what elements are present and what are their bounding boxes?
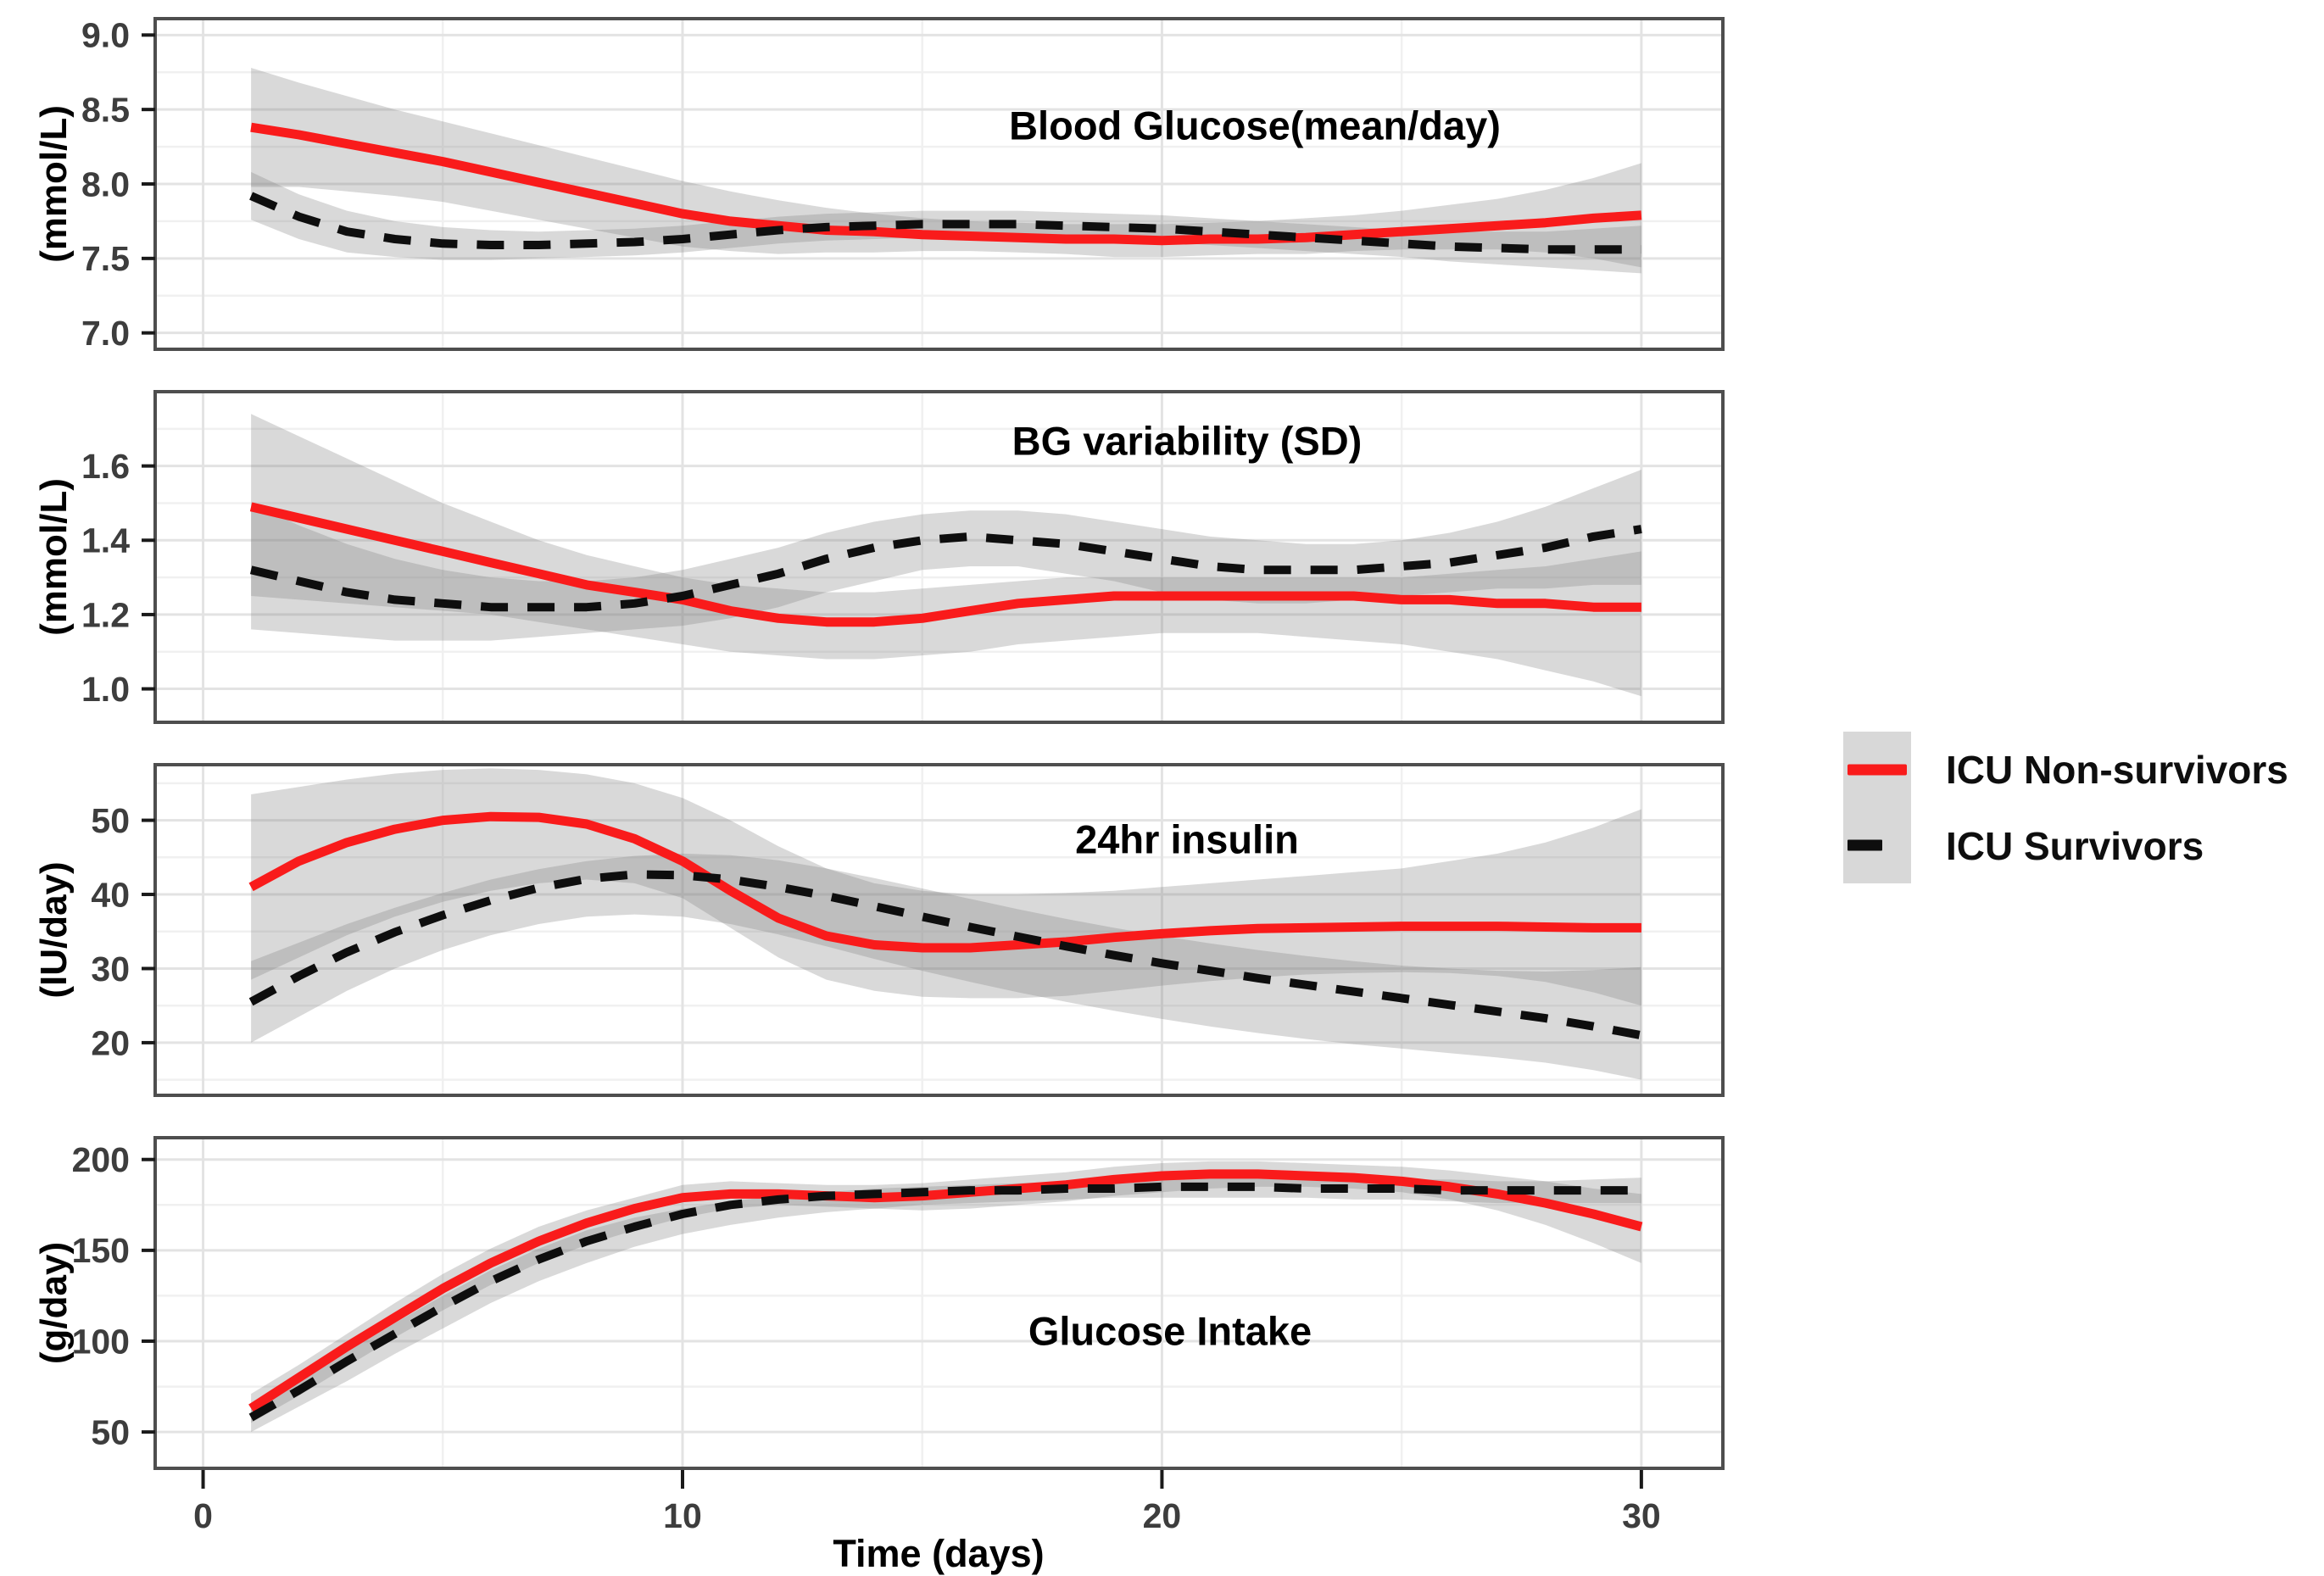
panel-border: [153, 1136, 1725, 1470]
black-dash-line-icon: [1847, 839, 1882, 851]
legend-key-non-survivors: [1843, 732, 1911, 808]
legend-key-survivors: [1843, 807, 1911, 883]
legend-label-non-survivors: ICU Non-survivors: [1946, 748, 2288, 792]
y-tick-label: 150: [72, 1231, 130, 1270]
legend-keys: [1843, 732, 1911, 883]
x-tick-label: 20: [1143, 1496, 1182, 1535]
y-tick-label: 8.5: [81, 91, 130, 130]
confidence-ribbon-non-survivors: [251, 414, 1641, 697]
line-icu-non-survivors: [250, 122, 1642, 246]
y-tick-label: 1.0: [81, 670, 130, 709]
y-tick-label: 1.4: [81, 521, 130, 560]
y-tick-label: 7.5: [81, 239, 130, 278]
panel-title-24hr-insulin: 24hr insulin: [1075, 816, 1299, 862]
y-tick-label: 9.0: [81, 16, 130, 55]
panel-blood-glucose: 7.0 7.5 8.0 8.5 9.0: [81, 16, 1725, 353]
line-icu-non-survivors: [249, 502, 1641, 627]
y-tick-label: 30: [91, 949, 130, 988]
panel-24hr-insulin: 20 30 40 50: [91, 763, 1725, 1097]
panel-border: [153, 390, 1725, 724]
y-tick-label: 50: [91, 1412, 130, 1451]
y-axis-title-text: (mmol/L): [33, 478, 75, 636]
panel-glucose-intake: 50 100 150 200 0 10 20 30: [72, 1136, 1725, 1535]
confidence-ribbon-non-survivors: [251, 1161, 1641, 1423]
panel-title-glucose-intake: Glucose Intake: [1028, 1308, 1312, 1354]
legend-label-survivors: ICU Survivors: [1946, 824, 2204, 868]
line-icu-survivors: [249, 525, 1642, 612]
y-tick-label: 8.0: [81, 164, 130, 203]
x-tick-label: 30: [1622, 1496, 1661, 1535]
y-axis-title-text: (mmol/L): [33, 105, 75, 263]
x-tick-label: 10: [663, 1496, 702, 1535]
y-tick-label: 200: [72, 1140, 130, 1179]
confidence-ribbon-non-survivors: [251, 68, 1641, 268]
panel-border: [153, 763, 1725, 1097]
y-tick-label: 40: [91, 875, 130, 914]
line-icu-survivors: [248, 870, 1642, 1040]
y-axis-title-text: (IU/day): [33, 861, 75, 999]
red-solid-line-icon: [1847, 764, 1907, 776]
x-axis-title: Time (days): [833, 1532, 1045, 1575]
line-icu-non-survivors: [248, 811, 1641, 953]
y-axis-title-text: (g/day): [33, 1241, 75, 1365]
y-tick-label: 7.0: [81, 314, 130, 353]
line-icu-survivors: [249, 192, 1641, 254]
y-tick-label: 1.6: [81, 447, 130, 486]
panel-bg-variability: 1.0 1.2 1.4 1.6: [81, 390, 1725, 724]
y-tick-label: 20: [91, 1023, 130, 1062]
confidence-ribbon-survivors: [251, 853, 1641, 1080]
panel-title-bg-variability: BG variability (SD): [1012, 418, 1363, 464]
y-tick-label: 50: [91, 801, 130, 840]
y-tick-label: 1.2: [81, 595, 130, 634]
x-tick-label: 0: [193, 1496, 213, 1535]
panel-title-blood-glucose: Blood Glucose(mean/day): [1009, 103, 1501, 148]
y-tick-label: 100: [72, 1322, 130, 1361]
line-icu-non-survivors: [248, 1169, 1643, 1412]
